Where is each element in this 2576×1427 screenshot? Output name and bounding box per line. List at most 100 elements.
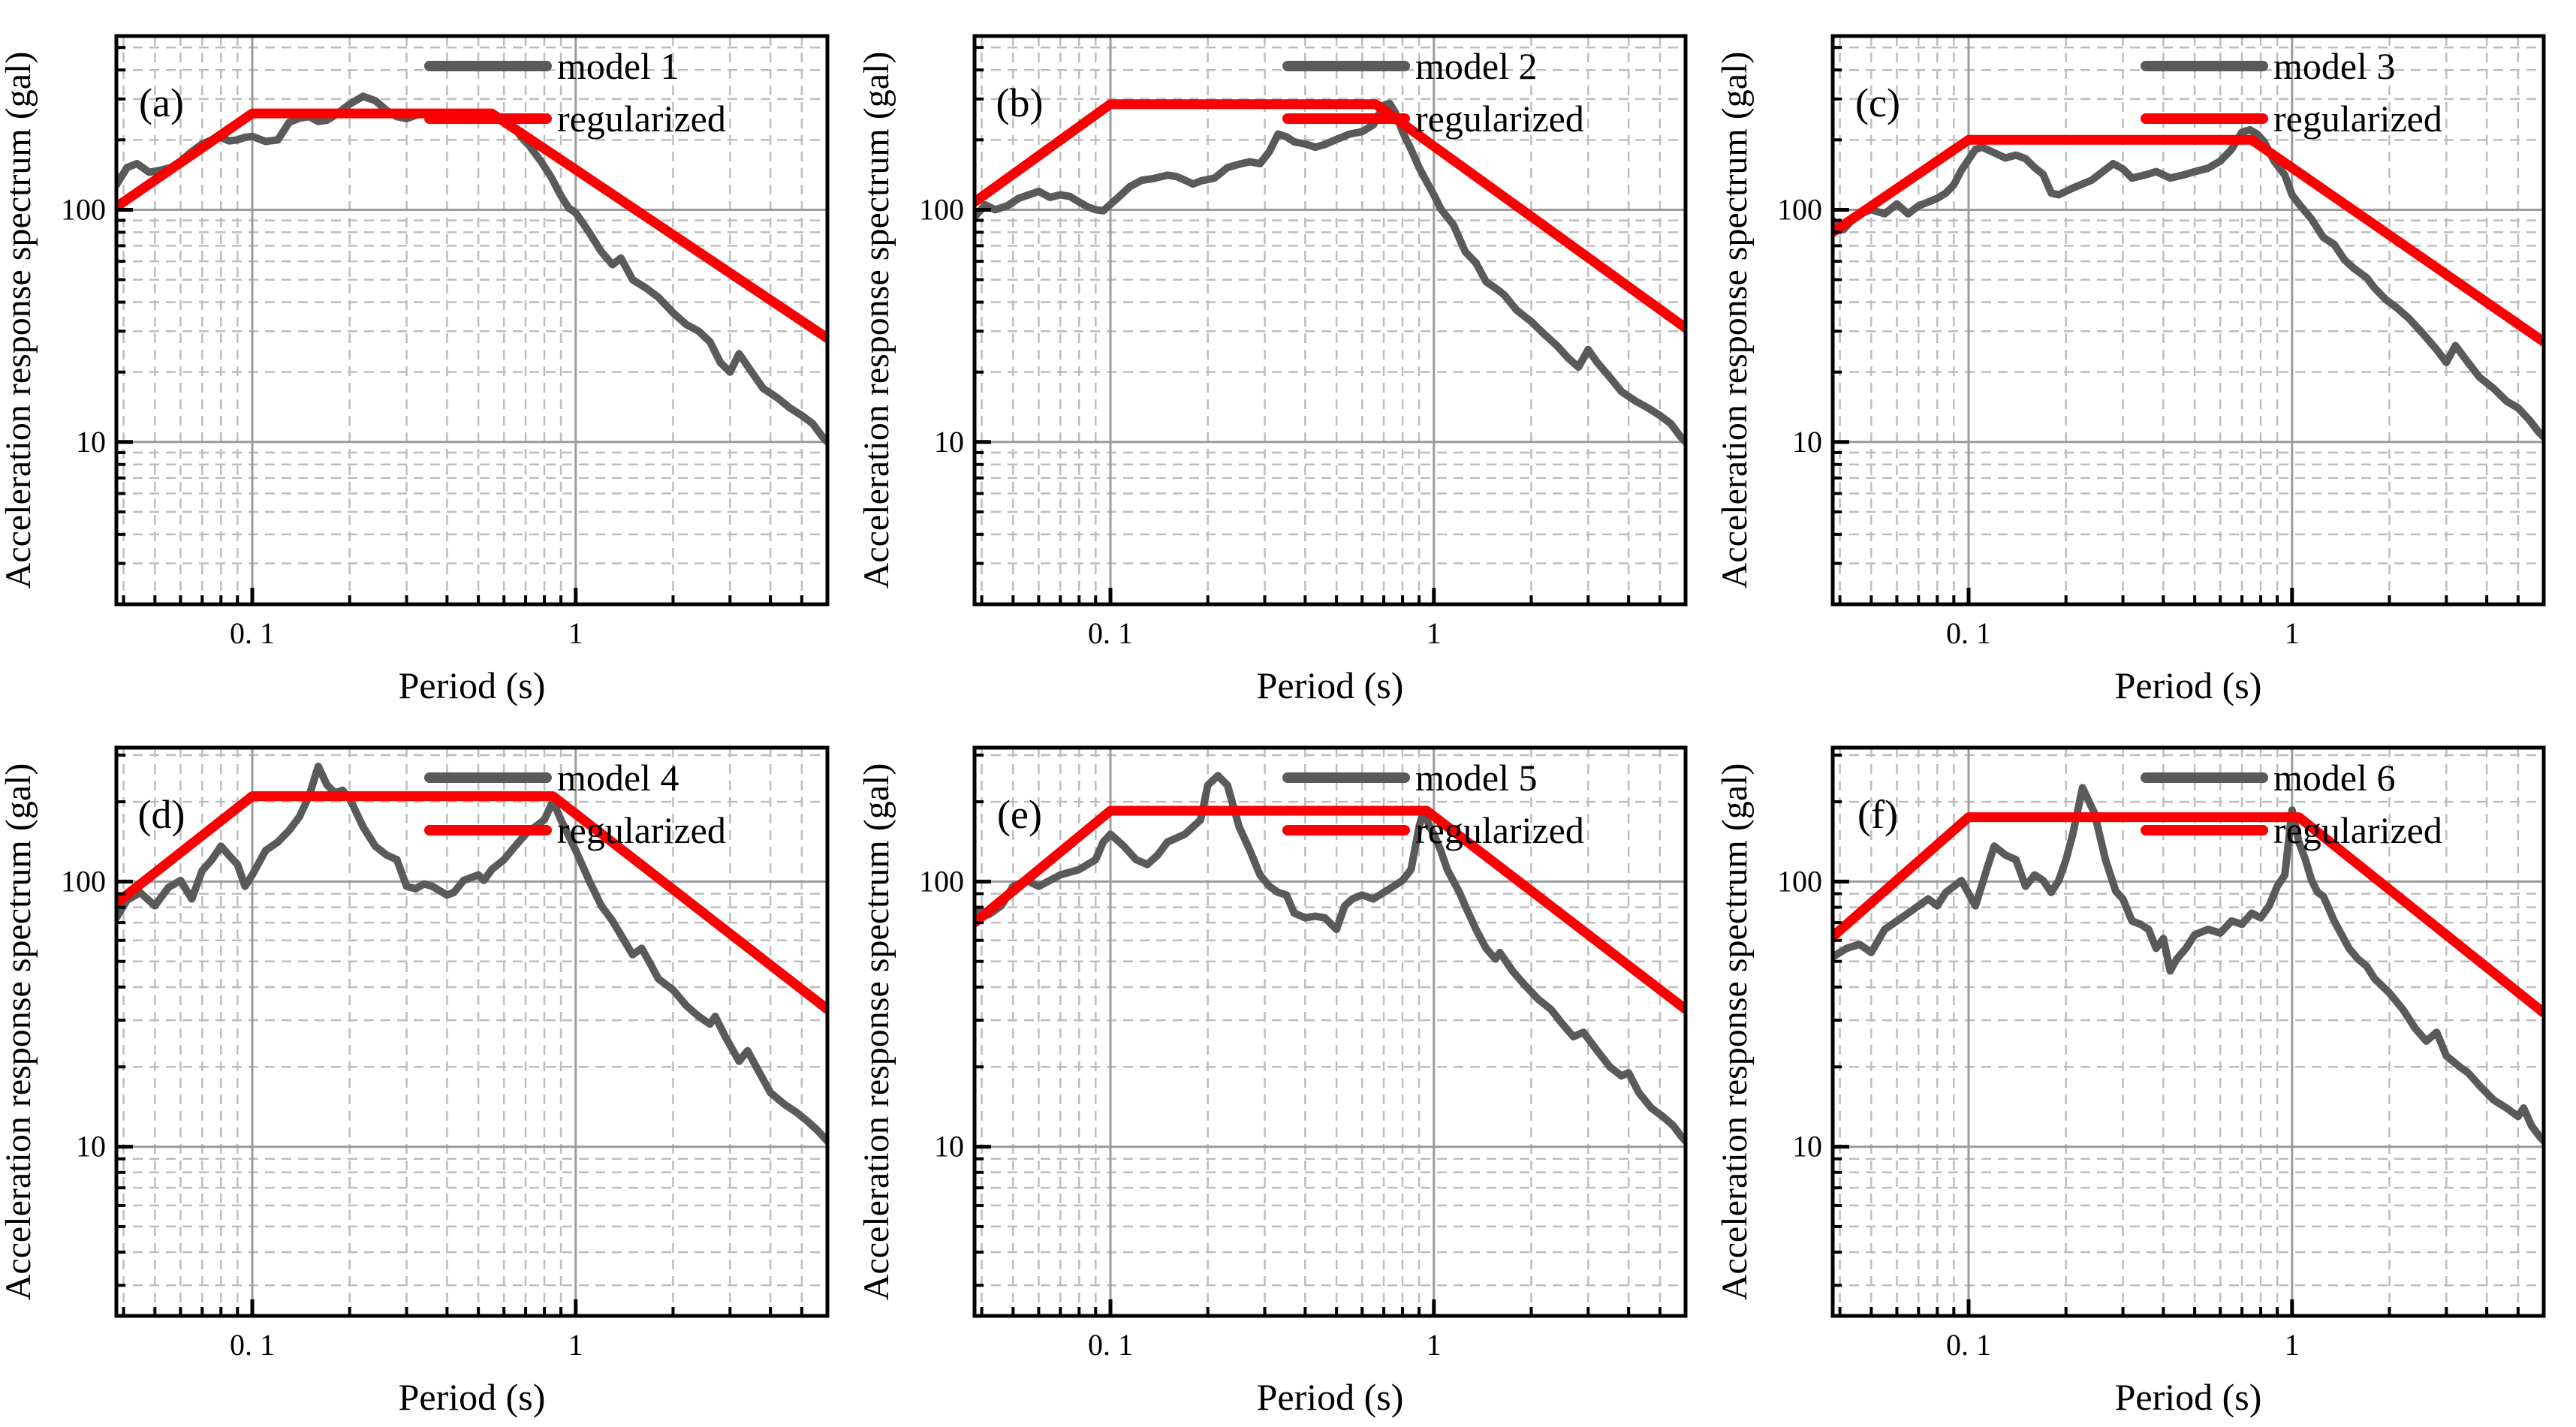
curves (116, 92, 827, 446)
panel-letter: (f) (1857, 792, 1898, 837)
model-curve (975, 772, 1686, 1146)
tick-marks (116, 753, 803, 1316)
regularized-curve (975, 99, 1686, 333)
panel-letter: (c) (1855, 80, 1900, 125)
regularized-curve (975, 805, 1686, 1014)
legend-model-label: model 3 (2273, 45, 2395, 87)
x-tick-label: 0. 1 (230, 1328, 275, 1362)
x-axis-title: Period (s) (399, 1376, 546, 1418)
legend: model 5 regularized (1282, 757, 1584, 851)
legend: model 1 regularized (424, 45, 726, 140)
legend-model-label: model 1 (557, 45, 679, 87)
y-tick-label: 10 (76, 1130, 106, 1164)
legend-regularized-label: regularized (1415, 809, 1584, 851)
tick-marks (116, 46, 803, 604)
y-tick-label: 10 (1792, 425, 1822, 459)
gridlines (975, 36, 1686, 604)
gridlines (1833, 748, 2544, 1316)
curves (1833, 784, 2544, 1146)
gridlines (116, 36, 827, 604)
panel-letter: (a) (139, 80, 184, 125)
x-tick-label: 1 (568, 616, 583, 650)
x-tick-label: 1 (1427, 1328, 1442, 1362)
y-axis-title: Acceleration response spectrum (gal) (858, 763, 896, 1301)
curves (975, 772, 1686, 1146)
curves (975, 99, 1686, 446)
y-axis-title: Acceleration response spectrum (gal) (858, 52, 896, 589)
curves (1833, 125, 2544, 441)
legend-model-label: model 2 (1415, 45, 1537, 87)
panel-c: 0. 1 1 10 100 Period (s) Acceleration respons… (1715, 0, 2574, 712)
plot-frame (1830, 745, 2546, 1318)
tick-marks (1833, 46, 2520, 604)
y-tick-label: 100 (1777, 864, 1822, 898)
panel-a: 0. 1 1 10 100 Period (s) Acceleration respons… (0, 0, 858, 712)
model-curve (975, 99, 1686, 446)
model-curve (116, 762, 827, 1146)
y-tick-label: 10 (1792, 1130, 1822, 1164)
x-axis-title: Period (s) (1257, 1376, 1404, 1418)
legend-regularized-label: regularized (557, 98, 726, 140)
tick-marks (975, 753, 1662, 1316)
legend-model-label: model 5 (1415, 757, 1537, 799)
model-curve (1833, 125, 2544, 441)
spectrum-chart: 0. 1 1 10 100 Period (s) Acceleration respons… (0, 34, 830, 706)
panel-letter: (d) (138, 792, 185, 837)
x-tick-label: 1 (1427, 616, 1442, 650)
tick-marks (975, 46, 1662, 604)
legend-regularized-label: regularized (557, 809, 726, 851)
x-axis-title: Period (s) (2115, 664, 2262, 706)
legend: model 3 regularized (2141, 45, 2442, 140)
panel-e: 0. 1 1 10 100 Period (s) Acceleration respons… (857, 712, 1716, 1423)
x-tick-label: 1 (2285, 616, 2300, 650)
y-tick-label: 100 (1777, 192, 1822, 226)
spectrum-chart: 0. 1 1 10 100 Period (s) Acceleration respons… (1715, 745, 2546, 1418)
x-tick-label: 0. 1 (1088, 616, 1133, 650)
x-axis-title: Period (s) (1257, 664, 1404, 706)
panel-letter: (e) (997, 792, 1042, 837)
gridlines (975, 748, 1686, 1316)
legend: model 6 regularized (2141, 757, 2442, 851)
legend-model-label: model 6 (2273, 757, 2395, 799)
y-tick-label: 10 (934, 425, 964, 459)
x-tick-label: 0. 1 (1088, 1328, 1133, 1362)
x-tick-label: 1 (2285, 1328, 2300, 1362)
y-axis-title: Acceleration response spectrum (gal) (0, 52, 38, 589)
x-axis-title: Period (s) (2115, 1376, 2262, 1418)
regularized-curve (1833, 134, 2544, 347)
spectrum-chart: 0. 1 1 10 100 Period (s) Acceleration respons… (0, 745, 830, 1418)
panel-letter: (b) (996, 80, 1044, 125)
spectrum-chart: 0. 1 1 10 100 Period (s) Acceleration respons… (1715, 34, 2546, 706)
legend-regularized-label: regularized (2273, 98, 2442, 140)
panel-d: 0. 1 1 10 100 Period (s) Acceleration respons… (0, 712, 858, 1423)
x-tick-label: 1 (568, 1328, 583, 1362)
panel-f: 0. 1 1 10 100 Period (s) Acceleration respons… (1715, 712, 2574, 1423)
panel-b: 0. 1 1 10 100 Period (s) Acceleration respons… (857, 0, 1716, 712)
y-tick-label: 100 (61, 864, 106, 898)
x-tick-label: 0. 1 (1946, 616, 1991, 650)
gridlines (116, 748, 827, 1316)
legend-regularized-label: regularized (1415, 98, 1584, 140)
x-tick-label: 0. 1 (230, 616, 275, 650)
x-axis-title: Period (s) (399, 664, 546, 706)
regularized-curve (1833, 812, 2544, 1018)
y-axis-title: Acceleration response spectrum (gal) (1716, 763, 1755, 1301)
y-tick-label: 100 (61, 192, 106, 226)
x-tick-label: 0. 1 (1946, 1328, 1991, 1362)
legend: model 2 regularized (1282, 45, 1584, 140)
y-tick-label: 100 (919, 192, 964, 226)
plot-frame (972, 34, 1688, 607)
y-tick-label: 10 (76, 425, 106, 459)
spectrum-chart: 0. 1 1 10 100 Period (s) Acceleration respons… (857, 745, 1688, 1418)
y-axis-title: Acceleration response spectrum (gal) (0, 763, 38, 1301)
plot-frame (1830, 34, 2546, 607)
plot-frame (972, 745, 1688, 1318)
model-curve (1833, 784, 2544, 1146)
tick-marks (1833, 753, 2520, 1316)
legend-regularized-label: regularized (2273, 809, 2442, 851)
regularized-curve (116, 791, 827, 1014)
legend: model 4 regularized (424, 757, 726, 851)
regularized-curve (116, 108, 827, 343)
plot-frame (114, 34, 830, 607)
